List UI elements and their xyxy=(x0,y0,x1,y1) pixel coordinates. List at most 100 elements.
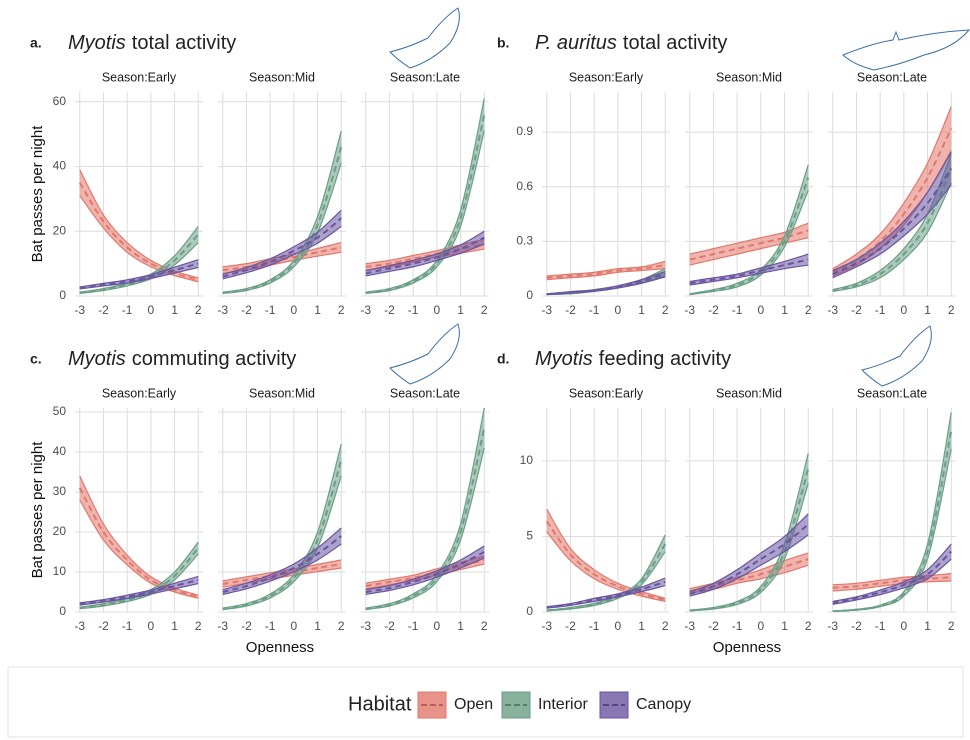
x-tick-label: -1 xyxy=(732,619,743,633)
x-tick-label: 1 xyxy=(171,303,178,317)
x-tick-label: -1 xyxy=(122,619,133,633)
title-text: commuting activity xyxy=(132,348,297,370)
panel-label: c. xyxy=(30,351,42,367)
x-axis-label: Openness xyxy=(246,639,314,656)
facet-strip: Season:Late xyxy=(390,386,460,400)
x-tick-label: 1 xyxy=(638,619,645,633)
y-tick-label: 20 xyxy=(53,524,67,538)
x-tick-label: 1 xyxy=(171,619,178,633)
x-tick-label: -2 xyxy=(241,303,252,317)
mean-line xyxy=(80,488,199,597)
x-tick-label: 0 xyxy=(758,303,765,317)
x-tick-label: -1 xyxy=(589,619,600,633)
x-tick-label: 0 xyxy=(615,303,622,317)
x-tick-label: -2 xyxy=(851,619,862,633)
x-tick-label: 2 xyxy=(338,303,345,317)
x-tick-label: -3 xyxy=(74,619,85,633)
ci-ribbon xyxy=(80,476,199,598)
legend-label: Canopy xyxy=(636,696,691,713)
y-tick-label: 40 xyxy=(53,444,67,458)
x-tick-label: -1 xyxy=(265,619,276,633)
y-tick-label: 0 xyxy=(526,288,533,302)
title-text: feeding activity xyxy=(599,348,731,370)
series-group xyxy=(690,165,809,295)
x-tick-label: -3 xyxy=(684,303,695,317)
x-tick-label: -3 xyxy=(217,619,228,633)
facet-strip: Season:Early xyxy=(569,386,644,400)
x-tick-label: -3 xyxy=(74,303,85,317)
x-tick-label: -2 xyxy=(565,619,576,633)
x-tick-label: 0 xyxy=(615,619,622,633)
x-tick-label: 2 xyxy=(805,303,812,317)
ci-upper xyxy=(80,476,199,595)
x-tick-label: -3 xyxy=(827,619,838,633)
x-tick-label: 0 xyxy=(434,619,441,633)
bat-icons xyxy=(390,8,969,386)
x-tick-label: 2 xyxy=(662,619,669,633)
x-tick-label: 0 xyxy=(901,619,908,633)
x-tick-label: 0 xyxy=(758,619,765,633)
y-tick-label: 20 xyxy=(53,223,67,237)
x-tick-label: -3 xyxy=(827,303,838,317)
facet-strip: Season:Late xyxy=(857,70,927,84)
title-text: total activity xyxy=(623,32,727,54)
series-group xyxy=(80,476,199,609)
x-tick-label: -2 xyxy=(708,303,719,317)
x-tick-label: -1 xyxy=(408,619,419,633)
x-tick-label: 0 xyxy=(901,303,908,317)
x-tick-label: -2 xyxy=(384,303,395,317)
panel-label: a. xyxy=(30,35,42,51)
y-tick-label: 60 xyxy=(53,94,67,108)
facet-strip: Season:Mid xyxy=(249,386,315,400)
x-tick-label: 1 xyxy=(314,303,321,317)
facet-strip: Season:Late xyxy=(390,70,460,84)
x-tick-label: 2 xyxy=(481,303,488,317)
facet-strip: Season:Early xyxy=(102,386,177,400)
series-group xyxy=(833,107,952,292)
series-group xyxy=(690,453,809,610)
x-tick-label: 0 xyxy=(291,619,298,633)
x-tick-label: -2 xyxy=(565,303,576,317)
title-text: total activity xyxy=(132,32,236,54)
y-tick-label: 10 xyxy=(53,564,67,578)
y-tick-label: 0.6 xyxy=(516,179,533,193)
x-tick-label: 2 xyxy=(948,619,955,633)
x-tick-label: 0 xyxy=(434,303,441,317)
x-tick-label: 2 xyxy=(948,303,955,317)
x-tick-label: -3 xyxy=(541,619,552,633)
x-tick-label: 0 xyxy=(291,303,298,317)
y-tick-label: 30 xyxy=(53,484,67,498)
facet-strip: Season:Early xyxy=(102,70,177,84)
y-tick-label: 50 xyxy=(53,404,67,418)
legend-label: Interior xyxy=(538,696,588,713)
legend-title: Habitat xyxy=(348,693,412,715)
x-tick-label: 2 xyxy=(805,619,812,633)
title-italic: Myotis xyxy=(68,32,126,54)
series-group xyxy=(366,98,485,293)
facet-strip: Season:Mid xyxy=(249,70,315,84)
x-tick-label: 2 xyxy=(662,303,669,317)
x-tick-label: -2 xyxy=(851,303,862,317)
x-tick-label: -1 xyxy=(265,303,276,317)
y-tick-label: 0 xyxy=(59,288,66,302)
ci-upper xyxy=(80,170,199,278)
x-tick-label: -1 xyxy=(732,303,743,317)
x-tick-label: -2 xyxy=(98,619,109,633)
x-tick-label: 2 xyxy=(338,619,345,633)
title-italic: Myotis xyxy=(68,348,126,370)
x-tick-label: 1 xyxy=(924,303,931,317)
x-tick-label: -3 xyxy=(684,619,695,633)
facet-strip: Season:Mid xyxy=(716,386,782,400)
panel-title: Myotis total activity xyxy=(68,32,236,54)
x-tick-label: 0 xyxy=(148,303,155,317)
x-tick-label: -3 xyxy=(217,303,228,317)
x-tick-label: -3 xyxy=(360,303,371,317)
series-group xyxy=(547,509,666,611)
series-group xyxy=(223,444,342,610)
panel-label: b. xyxy=(497,35,509,51)
series-group xyxy=(223,131,342,294)
y-tick-label: 5 xyxy=(526,529,533,543)
x-tick-label: 1 xyxy=(924,619,931,633)
panel-label: d. xyxy=(497,351,509,367)
